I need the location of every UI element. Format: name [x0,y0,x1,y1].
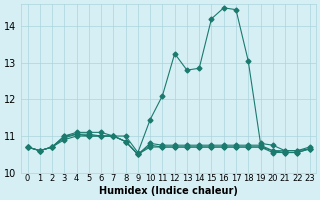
X-axis label: Humidex (Indice chaleur): Humidex (Indice chaleur) [99,186,238,196]
